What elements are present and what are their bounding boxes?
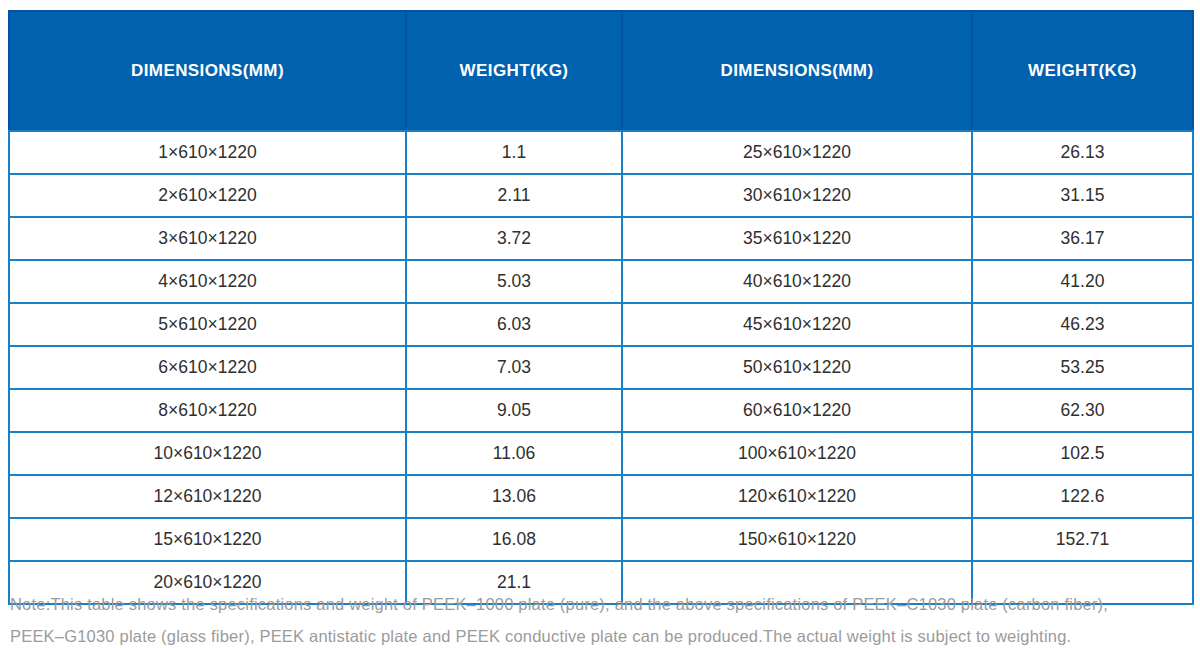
dimensions-cell: 25×610×1220 [622,131,972,174]
weight-cell: 31.15 [972,174,1193,217]
weight-cell: 16.08 [406,518,622,561]
weight-cell: 3.72 [406,217,622,260]
table-row: 3×610×12203.7235×610×122036.17 [9,217,1193,260]
dimensions-cell: 12×610×1220 [9,475,406,518]
weight-cell: 2.11 [406,174,622,217]
dimensions-cell: 6×610×1220 [9,346,406,389]
spec-table: DIMENSIONS(MM) WEIGHT(KG) DIMENSIONS(MM)… [8,10,1194,605]
table-row: 6×610×12207.0350×610×122053.25 [9,346,1193,389]
weight-cell: 62.30 [972,389,1193,432]
weight-cell: 122.6 [972,475,1193,518]
dimensions-cell: 35×610×1220 [622,217,972,260]
dimensions-cell: 10×610×1220 [9,432,406,475]
weight-cell: 6.03 [406,303,622,346]
note-line-2: PEEK–G1030 plate (glass fiber), PEEK ant… [10,620,1186,648]
weight-cell: 1.1 [406,131,622,174]
dimensions-cell: 100×610×1220 [622,432,972,475]
weight-cell: 41.20 [972,260,1193,303]
weight-cell: 7.03 [406,346,622,389]
dimensions-cell: 5×610×1220 [9,303,406,346]
weight-cell: 46.23 [972,303,1193,346]
table-row: 15×610×122016.08150×610×1220152.71 [9,518,1193,561]
table-row: 2×610×12202.1130×610×122031.15 [9,174,1193,217]
dimensions-cell: 120×610×1220 [622,475,972,518]
weight-cell: 102.5 [972,432,1193,475]
table-row: 1×610×12201.125×610×122026.13 [9,131,1193,174]
weight-cell: 9.05 [406,389,622,432]
table-row: 10×610×122011.06100×610×1220102.5 [9,432,1193,475]
dimensions-cell: 150×610×1220 [622,518,972,561]
weight-cell: 53.25 [972,346,1193,389]
dimensions-cell: 8×610×1220 [9,389,406,432]
table-row: 8×610×12209.0560×610×122062.30 [9,389,1193,432]
dimensions-cell: 30×610×1220 [622,174,972,217]
weight-cell: 36.17 [972,217,1193,260]
dimensions-cell: 50×610×1220 [622,346,972,389]
weight-cell: 13.06 [406,475,622,518]
dimensions-cell: 15×610×1220 [9,518,406,561]
dimensions-cell: 45×610×1220 [622,303,972,346]
table-row: 4×610×12205.0340×610×122041.20 [9,260,1193,303]
weight-cell: 5.03 [406,260,622,303]
weight-cell: 26.13 [972,131,1193,174]
dimensions-cell: 1×610×1220 [9,131,406,174]
table-row: 12×610×122013.06120×610×1220122.6 [9,475,1193,518]
dimensions-cell: 60×610×1220 [622,389,972,432]
note-line-1: Note:This table shows the specifications… [10,588,1186,620]
column-header-weight-right: WEIGHT(KG) [972,11,1193,131]
dimensions-cell: 2×610×1220 [9,174,406,217]
table-row: 5×610×12206.0345×610×122046.23 [9,303,1193,346]
column-header-dimensions-left: DIMENSIONS(MM) [9,11,406,131]
column-header-dimensions-right: DIMENSIONS(MM) [622,11,972,131]
table-body: 1×610×12201.125×610×122026.132×610×12202… [9,131,1193,604]
header-row: DIMENSIONS(MM) WEIGHT(KG) DIMENSIONS(MM)… [9,11,1193,131]
dimensions-cell: 3×610×1220 [9,217,406,260]
column-header-weight-left: WEIGHT(KG) [406,11,622,131]
dimensions-cell: 40×610×1220 [622,260,972,303]
weight-cell: 152.71 [972,518,1193,561]
dimensions-cell: 4×610×1220 [9,260,406,303]
note-text: Note:This table shows the specifications… [10,588,1186,648]
weight-cell: 11.06 [406,432,622,475]
